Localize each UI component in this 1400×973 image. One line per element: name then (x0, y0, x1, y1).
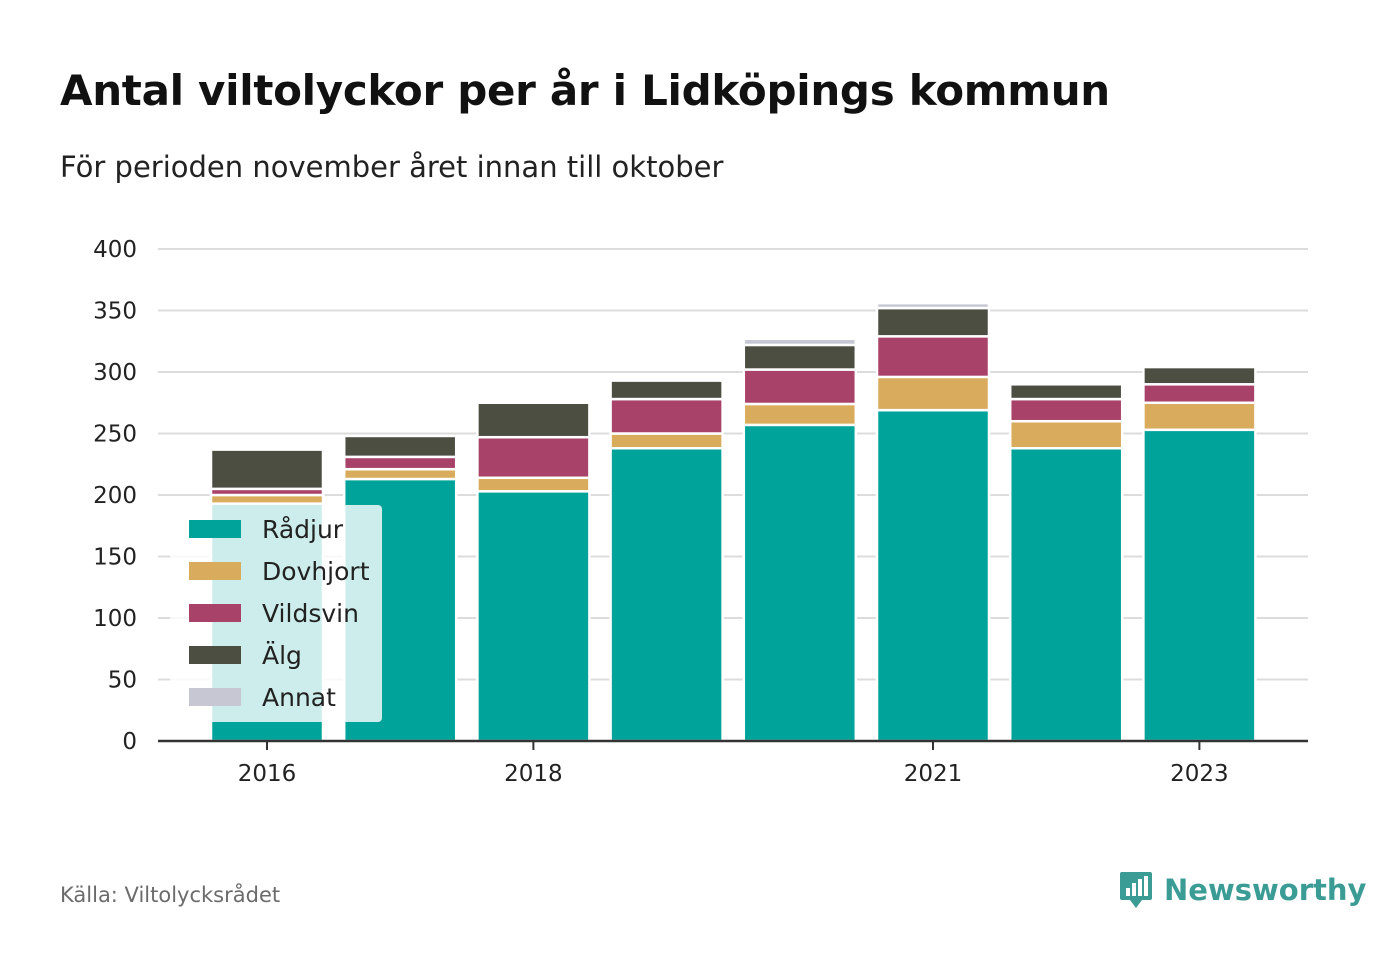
bar-segment-rådjur (1142, 428, 1257, 743)
bar-segment-annat (742, 337, 858, 347)
legend-box (170, 505, 382, 722)
bar-segment-annat (209, 445, 325, 451)
legend-label: Älg (262, 641, 302, 670)
x-tick-label: 2023 (1170, 761, 1229, 787)
bar-segment-vildsvin (875, 335, 991, 379)
stacked-bar-chart: 0 50 100 150 200 250 300 350 400 2016 2018 2021 2023… (93, 237, 1308, 787)
bar-segment-rådjur (1008, 447, 1124, 743)
bar-segment-dovhjort (875, 375, 991, 412)
bar-segment-älg (342, 434, 458, 459)
y-tick-label: 100 (93, 606, 137, 632)
bar-segment-älg (875, 306, 991, 338)
legend-swatch (189, 688, 241, 706)
bar-segment-rådjur (875, 408, 991, 743)
bar-segment-annat (875, 301, 991, 310)
bar-segment-dovhjort (1008, 419, 1124, 450)
chart-subtitle: För perioden november året innan till ok… (60, 150, 724, 184)
y-tick-label: 50 (108, 668, 137, 694)
legend-swatch (189, 562, 241, 580)
bar-segment-rådjur (476, 490, 591, 743)
bar-segment-vildsvin (609, 397, 724, 435)
bar-segment-älg (476, 401, 591, 439)
x-tick-label: 2016 (238, 761, 297, 787)
brand-logo: Newsworthy (1118, 868, 1366, 912)
bar-segment-dovhjort (609, 432, 724, 450)
legend: Rådjur Dovhjort Vildsvin Älg Annat (170, 505, 382, 722)
bar-segment-älg (209, 448, 325, 491)
chart-title: Antal viltolyckor per år i Lidköpings ko… (60, 66, 1110, 115)
axes: 0 50 100 150 200 250 300 350 400 2016 2018 2021 2023 (93, 237, 1308, 787)
bar-segment-dovhjort (476, 476, 591, 493)
bar-segment-rådjur (609, 447, 724, 743)
bar-segment-dovhjort (742, 402, 858, 427)
newsworthy-icon (1120, 872, 1152, 908)
legend-swatch (189, 646, 241, 664)
legend-label: Rådjur (262, 515, 344, 544)
bars (209, 301, 1257, 743)
y-tick-label: 250 (93, 422, 137, 448)
bar-segment-dovhjort (1142, 401, 1257, 432)
source-note: Källa: Viltolycksrådet (60, 883, 281, 907)
y-tick-label: 300 (93, 360, 137, 386)
legend-label: Annat (262, 683, 336, 712)
bar-segment-vildsvin (1142, 383, 1257, 404)
bar-segment-älg (1008, 383, 1124, 401)
y-tick-label: 150 (93, 545, 137, 571)
legend-swatch (189, 520, 241, 538)
bar-segment-vildsvin (742, 368, 858, 406)
x-tick-label: 2018 (504, 761, 563, 787)
bar-segment-vildsvin (476, 435, 591, 480)
bar-segment-dovhjort (209, 493, 325, 505)
bar-segment-dovhjort (342, 467, 458, 481)
brand-name: Newsworthy (1164, 873, 1367, 907)
legend-label: Dovhjort (262, 557, 370, 586)
legend-swatch (189, 604, 241, 622)
bar-segment-älg (609, 379, 724, 401)
bar-segment-rådjur (742, 423, 858, 743)
bar-segment-älg (1142, 365, 1257, 386)
bar-segment-vildsvin (1008, 397, 1124, 423)
y-tick-label: 0 (122, 729, 137, 755)
bar-segment-älg (742, 343, 858, 371)
legend-label: Vildsvin (262, 599, 359, 628)
y-tick-label: 400 (93, 237, 137, 263)
y-tick-label: 200 (93, 483, 137, 509)
y-tick-label: 350 (93, 299, 137, 325)
x-tick-label: 2021 (904, 761, 963, 787)
bar-segment-vildsvin (342, 455, 458, 471)
